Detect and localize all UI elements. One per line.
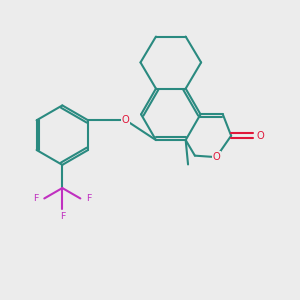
Text: O: O	[212, 152, 220, 162]
Text: O: O	[256, 131, 264, 141]
Text: F: F	[86, 194, 91, 203]
Text: F: F	[60, 212, 65, 221]
Text: F: F	[33, 194, 39, 203]
Text: O: O	[122, 115, 130, 125]
